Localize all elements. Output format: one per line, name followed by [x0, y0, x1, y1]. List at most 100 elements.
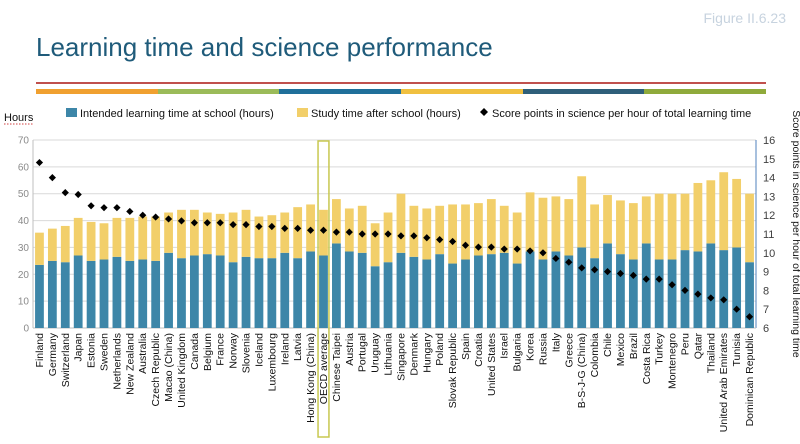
bar-study-7 — [125, 217, 135, 261]
category-label: Costa Rica — [641, 333, 653, 385]
score-point-25 — [358, 230, 366, 238]
bar-school-30 — [422, 259, 432, 328]
bar-school-20 — [293, 258, 303, 328]
bar-school-32 — [448, 263, 457, 328]
bar-school-31 — [435, 254, 445, 328]
score-point-32 — [448, 237, 457, 246]
y-left-axis-title: Hours — [4, 112, 34, 124]
score-point-46 — [629, 271, 637, 279]
bar-study-13 — [202, 212, 212, 255]
stripe-segment — [644, 89, 767, 94]
bar-school-41 — [564, 255, 574, 328]
score-point-41 — [565, 258, 573, 266]
legend-swatch-study — [297, 108, 308, 117]
y-right-tick-label: 15 — [763, 154, 775, 166]
bar-study-42 — [577, 176, 587, 248]
bar-study-54 — [732, 178, 742, 248]
score-point-33 — [461, 241, 470, 249]
score-point-35 — [487, 243, 495, 251]
score-point-16 — [242, 221, 250, 229]
category-label: Greece — [563, 333, 575, 368]
bar-study-39 — [538, 197, 548, 260]
y-right-tick-label: 9 — [763, 267, 769, 279]
bar-study-5 — [99, 223, 109, 260]
score-point-4 — [87, 202, 95, 210]
legend-swatch-score — [480, 108, 488, 116]
bar-school-18 — [267, 258, 277, 328]
bar-school-7 — [125, 260, 135, 328]
bar-school-25 — [357, 252, 367, 328]
y-left-tick-label: 70 — [18, 136, 30, 147]
bar-study-1 — [47, 228, 57, 261]
score-point-6 — [113, 204, 121, 212]
y-left-tick-label: 60 — [18, 162, 30, 173]
bar-study-41 — [564, 199, 574, 256]
score-point-1 — [48, 174, 56, 182]
bar-study-40 — [551, 196, 561, 252]
bar-school-40 — [551, 251, 561, 328]
score-point-34 — [474, 243, 483, 251]
y-right-tick-label: 8 — [763, 285, 769, 297]
category-label: Croatia — [473, 333, 485, 367]
y-left-tick-label: 50 — [18, 189, 30, 200]
bar-school-28 — [396, 252, 406, 328]
bar-study-15 — [228, 212, 238, 263]
score-point-27 — [384, 230, 392, 238]
bar-school-34 — [474, 255, 483, 328]
bar-school-6 — [112, 256, 122, 328]
bar-study-18 — [267, 215, 277, 259]
score-point-54 — [733, 305, 741, 313]
bar-school-27 — [383, 262, 393, 328]
bar-study-50 — [680, 193, 690, 251]
bar-study-38 — [525, 192, 535, 252]
score-point-45 — [616, 269, 625, 278]
title-rule — [36, 82, 766, 84]
bar-study-49 — [667, 193, 677, 260]
bar-school-42 — [577, 247, 587, 328]
score-point-30 — [423, 234, 431, 242]
page-title: Learning time and science performance — [36, 32, 493, 62]
bar-study-25 — [357, 205, 367, 253]
category-label: Colombia — [589, 333, 601, 378]
bar-school-5 — [99, 259, 109, 328]
category-label: Tunisia — [731, 333, 743, 367]
score-point-43 — [591, 266, 599, 274]
bar-school-17 — [254, 258, 264, 328]
category-label: Turkey — [654, 332, 666, 364]
bar-school-29 — [409, 256, 419, 328]
bar-study-52 — [706, 180, 716, 244]
category-label: B-S-J-G (China) — [576, 333, 588, 408]
bar-school-9 — [151, 260, 161, 328]
y-right-tick-label: 7 — [763, 304, 769, 316]
category-label: Mexico — [615, 333, 627, 366]
score-point-39 — [539, 249, 547, 257]
score-point-23 — [332, 228, 341, 236]
category-label: Singapore — [395, 333, 407, 381]
bar-school-19 — [280, 252, 290, 328]
y-right-axis-title: Score points in science per hour of tota… — [790, 110, 800, 358]
bar-study-55 — [745, 193, 754, 263]
legend-label-school: Intended learning time at school (hours) — [80, 108, 274, 120]
bar-school-2 — [60, 262, 70, 328]
category-label: Israel — [499, 333, 511, 359]
score-point-55 — [745, 313, 754, 321]
bar-school-48 — [654, 259, 664, 328]
category-label: Poland — [434, 333, 446, 366]
category-label: Netherlands — [111, 333, 123, 390]
category-label: Qatar — [692, 333, 704, 360]
category-label: Chile — [602, 333, 614, 357]
y-right-tick-label: 11 — [763, 229, 774, 241]
score-point-37 — [513, 245, 521, 253]
bar-school-1 — [47, 260, 57, 328]
legend-label-score: Score points in science per hour of tota… — [492, 108, 751, 120]
stripe-segment — [157, 89, 280, 94]
score-point-21 — [306, 226, 315, 234]
bar-school-49 — [667, 259, 677, 328]
category-label: Lithuania — [383, 333, 395, 376]
y-right-tick-label: 10 — [763, 248, 775, 260]
score-point-15 — [229, 221, 237, 229]
score-point-17 — [255, 222, 263, 231]
bar-study-19 — [280, 212, 290, 253]
bar-study-16 — [241, 209, 251, 257]
